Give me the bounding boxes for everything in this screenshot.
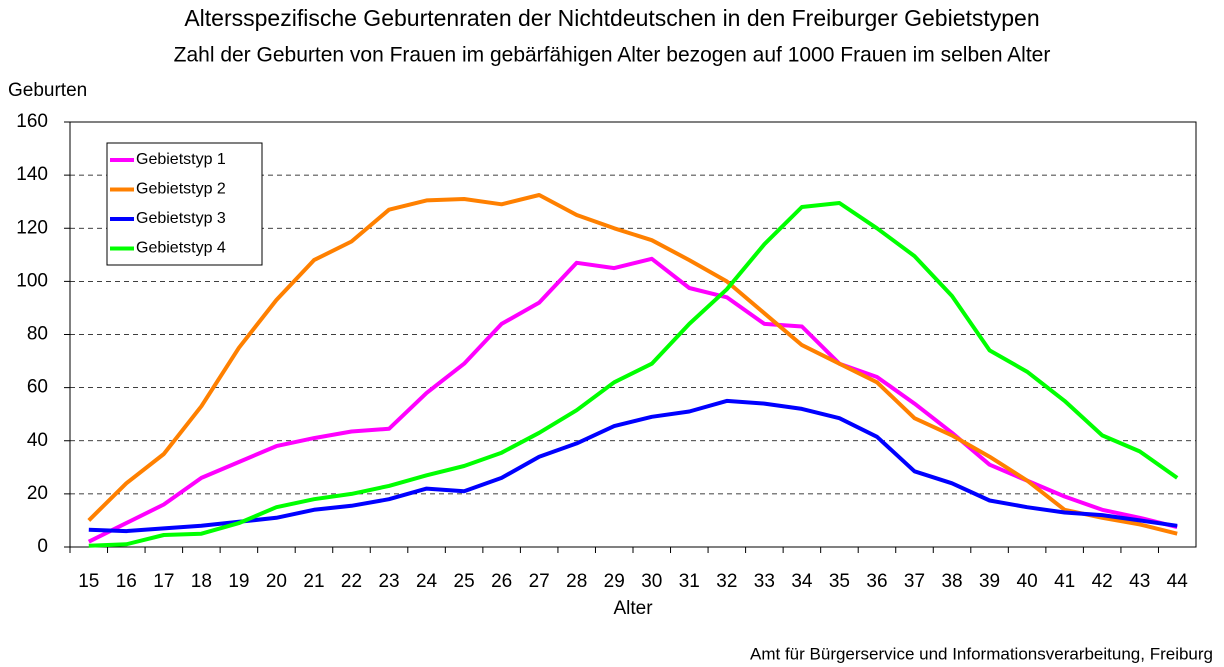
series-line bbox=[87, 193, 1178, 536]
x-tick-label: 23 bbox=[378, 571, 399, 592]
x-tick-label: 35 bbox=[829, 571, 850, 592]
y-axis-label: Geburten bbox=[8, 80, 87, 101]
x-tick-label: 22 bbox=[341, 571, 362, 592]
y-tick-label: 160 bbox=[16, 111, 48, 132]
x-tick-label: 40 bbox=[1017, 571, 1038, 592]
x-tick-label: 16 bbox=[116, 571, 137, 592]
x-tick-label: 38 bbox=[941, 571, 962, 592]
x-tick-label: 30 bbox=[641, 571, 662, 592]
x-tick-label: 25 bbox=[454, 571, 475, 592]
x-tick-label: 15 bbox=[78, 571, 99, 592]
x-tick-label: 39 bbox=[979, 571, 1000, 592]
x-tick-label: 21 bbox=[303, 571, 324, 592]
y-tick-label: 60 bbox=[27, 377, 48, 398]
legend-label: Gebietstyp 4 bbox=[136, 240, 226, 257]
x-tick-label: 19 bbox=[228, 571, 249, 592]
series-line bbox=[87, 256, 1178, 544]
x-tick-label: 33 bbox=[754, 571, 775, 592]
x-tick-label: 26 bbox=[491, 571, 512, 592]
x-tick-label: 37 bbox=[904, 571, 925, 592]
x-tick-label: 28 bbox=[566, 571, 587, 592]
x-tick-label: 34 bbox=[791, 571, 813, 592]
x-tick-label: 18 bbox=[191, 571, 212, 592]
chart-subtitle: Zahl der Geburten von Frauen im gebärfäh… bbox=[174, 44, 1051, 67]
x-tick-label: 43 bbox=[1129, 571, 1150, 592]
y-tick-label: 100 bbox=[16, 270, 48, 291]
x-tick-label: 20 bbox=[266, 571, 287, 592]
x-tick-label: 29 bbox=[604, 571, 625, 592]
x-tick-label: 24 bbox=[416, 571, 438, 592]
y-tick-label: 20 bbox=[27, 483, 48, 504]
y-tick-label: 40 bbox=[27, 430, 48, 451]
x-tick-label: 44 bbox=[1167, 571, 1189, 592]
y-tick-label: 0 bbox=[37, 536, 48, 557]
chart-title: Altersspezifische Geburtenraten der Nich… bbox=[184, 5, 1039, 31]
y-tick-label: 120 bbox=[16, 217, 48, 238]
x-tick-label: 32 bbox=[716, 571, 737, 592]
legend-box bbox=[106, 142, 263, 266]
x-tick-label: 31 bbox=[679, 571, 700, 592]
x-tick-label: 36 bbox=[866, 571, 887, 592]
x-axis-label: Alter bbox=[613, 598, 653, 619]
legend-label: Gebietstyp 2 bbox=[136, 181, 226, 198]
x-tick-label: 42 bbox=[1092, 571, 1113, 592]
y-tick-label: 80 bbox=[27, 324, 48, 345]
source-note: Amt für Bürgerservice und Informationsve… bbox=[750, 644, 1213, 663]
series-line bbox=[88, 201, 1179, 548]
y-tick-label: 140 bbox=[16, 164, 48, 185]
legend-label: Gebietstyp 1 bbox=[136, 151, 226, 168]
legend-label: Gebietstyp 3 bbox=[136, 210, 226, 227]
x-tick-label: 27 bbox=[529, 571, 550, 592]
x-tick-label: 17 bbox=[153, 571, 174, 592]
x-tick-label: 41 bbox=[1054, 571, 1075, 592]
series-line bbox=[88, 398, 1178, 534]
